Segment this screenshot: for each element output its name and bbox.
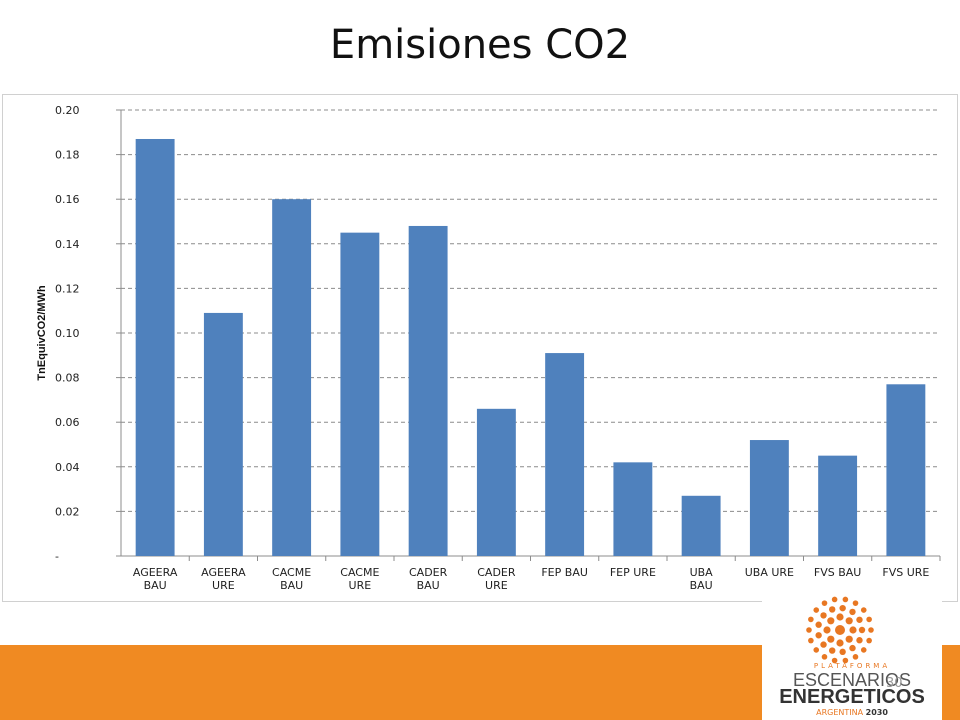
x-category-label: URE — [485, 579, 508, 592]
sun-dot — [831, 596, 838, 603]
x-category-label: AGEERA — [133, 566, 178, 579]
sun-dot — [835, 625, 845, 635]
y-tick-label: - — [55, 550, 59, 563]
y-tick-label: 0.18 — [55, 149, 80, 162]
x-category-label: BAU — [417, 579, 440, 592]
chart-frame: - 0.02 0.04 0.06 0.08 0.10 0.12 0.14 0.16 0.18 0.2… — [2, 94, 958, 602]
y-tick-label: 0.14 — [55, 238, 80, 251]
sun-dot — [852, 600, 859, 606]
bar — [272, 199, 312, 556]
y-tick-label: 0.16 — [55, 193, 80, 206]
sun-dot — [842, 596, 849, 603]
sun-dot — [820, 641, 827, 648]
page-number: 30 — [886, 676, 903, 691]
bar — [476, 408, 516, 556]
x-category-label: FEP URE — [610, 566, 656, 579]
sun-dot — [820, 612, 827, 619]
x-category-label: CACME — [340, 566, 379, 579]
gridlines — [121, 109, 940, 557]
bar — [681, 495, 721, 556]
bar — [613, 462, 653, 556]
x-category-label: BAU — [144, 579, 167, 592]
logo-text-argentina-2030: ARGENTINA 2030 — [762, 708, 942, 717]
logo-text-energeticos: ENERGETICOS — [779, 686, 925, 708]
x-category-label: BAU — [690, 579, 713, 592]
x-category-label: CADER — [477, 566, 516, 579]
sun-dot — [827, 617, 835, 625]
bar — [545, 353, 585, 556]
y-tick-label: 0.10 — [55, 327, 80, 340]
sun-dot — [845, 635, 853, 643]
sun-dot — [828, 647, 836, 654]
sun-logo-icon — [806, 596, 874, 664]
x-category-label: FVS URE — [882, 566, 929, 579]
logo-text-escenarios: ESCENARIOS — [792, 670, 912, 690]
x-category-label: CACME — [272, 566, 311, 579]
y-tick-label: 0.02 — [55, 505, 80, 518]
y-axis-label: TnEquivCO2/MWh — [36, 285, 48, 381]
sun-dot — [866, 637, 872, 644]
logo: PLATAFORMA ESCENARIOS ENERGETICOS ARGENT… — [762, 592, 942, 720]
sun-dot — [868, 627, 874, 633]
bar — [340, 232, 380, 556]
sun-dot — [815, 621, 822, 628]
bar — [818, 455, 858, 556]
bar — [886, 384, 926, 556]
sun-dot — [828, 606, 836, 613]
sun-dot — [823, 626, 831, 634]
bar-chart: - 0.02 0.04 0.06 0.08 0.10 0.12 0.14 0.16 0.18 0.2… — [36, 104, 941, 592]
x-category-label: CADER — [409, 566, 448, 579]
sun-dot — [839, 648, 846, 656]
y-tick-label: 0.04 — [55, 461, 80, 474]
sun-dot — [808, 616, 814, 623]
bar — [408, 225, 448, 556]
logo-text-year: 2030 — [865, 708, 888, 717]
sun-dot — [836, 639, 844, 647]
sun-dot — [856, 616, 863, 623]
sun-dot — [849, 626, 857, 634]
sun-dot — [806, 627, 812, 633]
sun-dot — [813, 647, 820, 653]
x-category-label: AGEERA — [201, 566, 246, 579]
sun-dot — [845, 617, 853, 625]
y-axis-ticks: - 0.02 0.04 0.06 0.08 0.10 0.12 0.14 0.16 0.18 0.2… — [55, 104, 122, 563]
sun-dot — [860, 647, 867, 653]
x-category-label: UBA URE — [745, 566, 794, 579]
x-category-label: BAU — [280, 579, 303, 592]
sun-dot — [849, 644, 856, 652]
sun-dot — [856, 637, 863, 644]
slide-title: Emisiones CO2 — [329, 22, 631, 68]
sun-dot — [839, 604, 846, 612]
x-category-label: FEP BAU — [541, 566, 588, 579]
x-category-label: URE — [349, 579, 372, 592]
x-category-label: FVS BAU — [814, 566, 861, 579]
sun-dot — [842, 657, 849, 664]
sun-dot — [808, 637, 814, 644]
sun-dot — [866, 616, 872, 623]
y-tick-label: 0.08 — [55, 372, 80, 385]
x-axis-categories: AGEERABAUAGEERAURECACMEBAUCACMEURECADERB… — [133, 556, 941, 592]
sun-dot — [858, 626, 866, 634]
bars — [135, 138, 926, 557]
bar — [203, 312, 243, 556]
x-category-label: UBA — [690, 566, 714, 579]
y-tick-label: 0.20 — [55, 104, 80, 117]
sun-dot — [831, 657, 838, 664]
sun-dot — [849, 608, 856, 616]
sun-dot — [813, 607, 820, 613]
sun-dot — [821, 600, 828, 606]
sun-dot — [852, 654, 859, 660]
sun-dot — [836, 613, 844, 621]
logo-text-argentina: ARGENTINA — [816, 708, 864, 717]
sun-dot — [815, 632, 822, 639]
sun-dot — [827, 635, 835, 643]
x-category-label: URE — [212, 579, 235, 592]
y-tick-label: 0.12 — [55, 282, 80, 295]
y-tick-label: 0.06 — [55, 416, 80, 429]
bar — [749, 440, 789, 556]
logo-text-plataforma: PLATAFORMA — [813, 662, 891, 670]
bar — [135, 138, 175, 557]
sun-dot — [860, 607, 867, 613]
sun-dot — [821, 654, 828, 660]
